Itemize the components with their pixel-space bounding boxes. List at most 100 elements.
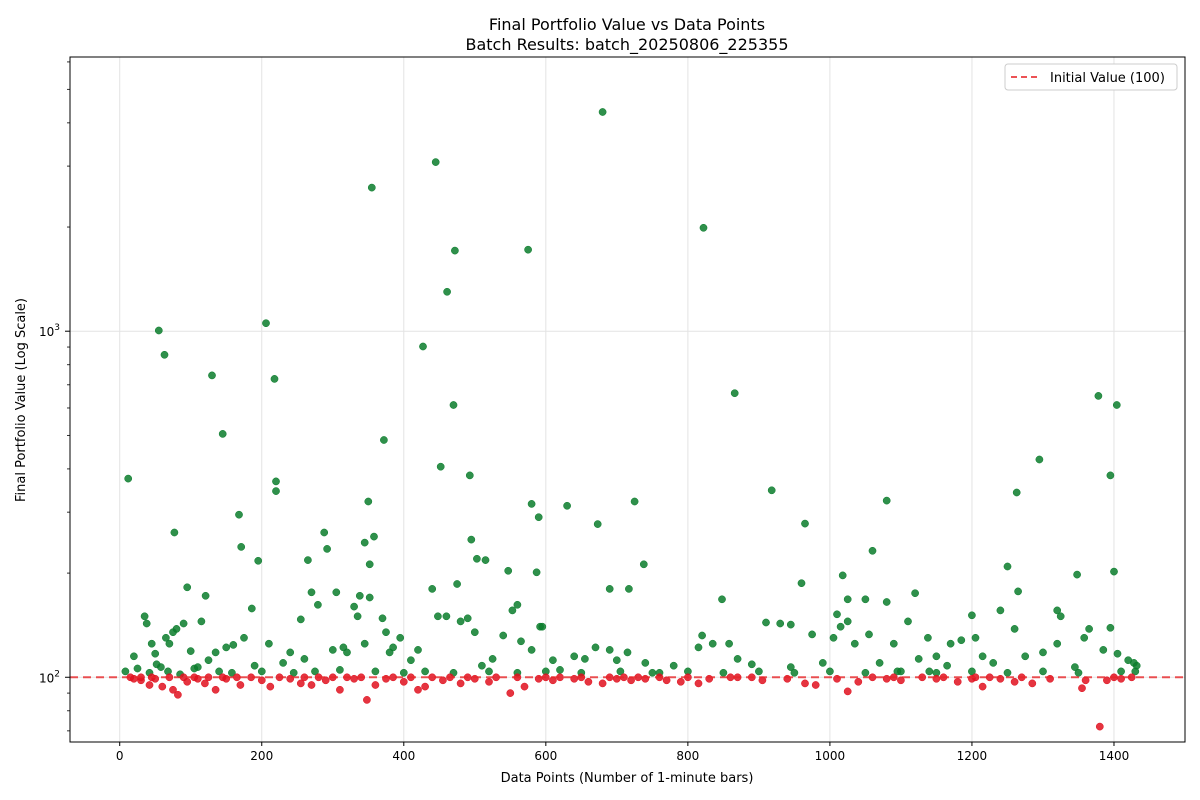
gain-data-point	[914, 655, 923, 663]
gain-data-point	[797, 579, 806, 588]
loss-data-point	[236, 681, 245, 689]
x-tick-label: 0	[116, 749, 124, 763]
loss-data-point	[399, 677, 408, 686]
gain-data-point	[527, 500, 536, 508]
gain-data-point	[365, 560, 374, 569]
gain-data-point	[1053, 606, 1062, 615]
gain-data-point	[786, 663, 795, 671]
gain-data-point	[593, 520, 602, 528]
loss-data-point	[439, 676, 447, 685]
gain-data-point	[186, 647, 195, 655]
loss-data-point	[1103, 676, 1111, 685]
gain-data-point	[1003, 668, 1012, 677]
loss-data-point	[257, 676, 266, 685]
gain-data-point	[605, 646, 614, 654]
gain-data-point	[365, 593, 374, 602]
plot-frame	[69, 56, 1186, 743]
gain-data-point	[1085, 625, 1093, 633]
gain-data-point	[538, 622, 547, 631]
gain-data-point	[534, 513, 543, 522]
axis-ticks-layer: 0 200 400 600 800 1000 1200 1400 102 103	[39, 61, 1130, 763]
gain-data-point	[254, 556, 263, 565]
gain-data-point	[725, 639, 733, 648]
gain-data-point	[152, 660, 161, 669]
gain-data-point	[943, 661, 951, 670]
gain-data-point	[121, 667, 130, 676]
gain-data-point	[581, 655, 589, 663]
loss-data-point	[307, 681, 316, 689]
gain-data-point	[124, 474, 133, 483]
gain-data-point	[843, 617, 852, 626]
chart-title: Final Portfolio Value vs Data Points	[489, 15, 765, 34]
gain-data-point	[718, 595, 726, 604]
gain-data-point	[616, 667, 625, 676]
gain-data-point	[1053, 639, 1062, 648]
gain-data-point	[1073, 570, 1081, 579]
gain-data-point	[532, 568, 541, 577]
gain-data-point	[698, 631, 706, 640]
gain-data-point	[1056, 612, 1065, 621]
gain-data-point	[360, 538, 369, 547]
loss-data-point	[174, 690, 182, 699]
loss-data-point	[1095, 722, 1104, 731]
gain-data-point	[165, 639, 174, 648]
gain-data-point	[818, 659, 827, 667]
gain-data-point	[1012, 488, 1021, 497]
gain-data-point	[733, 655, 742, 663]
gain-data-point	[272, 477, 280, 486]
gain-data-point	[237, 543, 246, 551]
gain-data-point	[300, 655, 309, 663]
gain-data-point	[151, 649, 160, 658]
gain-data-point	[208, 371, 216, 380]
loss-data-point	[694, 679, 703, 688]
gain-data-point	[229, 641, 238, 649]
loss-data-point	[169, 685, 177, 694]
gain-data-point	[443, 287, 451, 296]
gain-data-point	[147, 639, 156, 648]
gain-data-point	[1039, 667, 1047, 676]
loss-data-point	[371, 681, 380, 689]
gain-data-point	[314, 600, 322, 609]
gain-data-point	[517, 637, 525, 646]
gain-data-point	[1035, 455, 1044, 464]
loss-data-point	[266, 682, 275, 691]
gain-data-point	[190, 664, 199, 673]
gain-data-point	[699, 223, 708, 232]
x-tick-label: 200	[250, 749, 273, 763]
gain-data-point	[478, 661, 486, 670]
gain-data-point	[570, 652, 579, 661]
gain-data-point	[396, 633, 405, 642]
x-tick-label: 1400	[1099, 749, 1130, 763]
gain-data-point	[133, 664, 142, 673]
gain-data-point	[311, 667, 319, 676]
gain-data-point	[160, 350, 169, 359]
gain-data-point	[286, 648, 295, 657]
loss-data-point	[485, 677, 493, 686]
loss-data-point	[1010, 677, 1019, 686]
legend-box	[1004, 63, 1178, 91]
gain-data-point	[508, 606, 517, 615]
gain-data-point	[399, 668, 408, 677]
gain-data-point	[623, 648, 632, 657]
loss-data-point	[1078, 684, 1086, 693]
loss-data-point	[145, 681, 154, 689]
gain-data-point	[957, 636, 966, 645]
gain-data-point	[868, 546, 877, 555]
loss-data-point	[584, 677, 593, 686]
gain-data-point	[1132, 661, 1141, 670]
gain-data-point	[371, 667, 380, 676]
gain-data-point	[179, 619, 188, 628]
gain-data-point	[563, 501, 571, 510]
gain-data-point	[1021, 652, 1030, 661]
gain-data-point	[598, 108, 607, 116]
gain-data-point	[1014, 587, 1022, 596]
gain-data-point	[924, 633, 932, 642]
gain-data-point	[978, 652, 987, 661]
x-tick-label: 400	[392, 749, 415, 763]
gain-data-point	[708, 639, 717, 648]
data-points-layer	[121, 108, 1141, 731]
gain-data-point	[364, 497, 373, 506]
loss-data-point	[296, 679, 305, 688]
gain-data-point	[140, 612, 149, 621]
gain-data-point	[1106, 471, 1115, 480]
